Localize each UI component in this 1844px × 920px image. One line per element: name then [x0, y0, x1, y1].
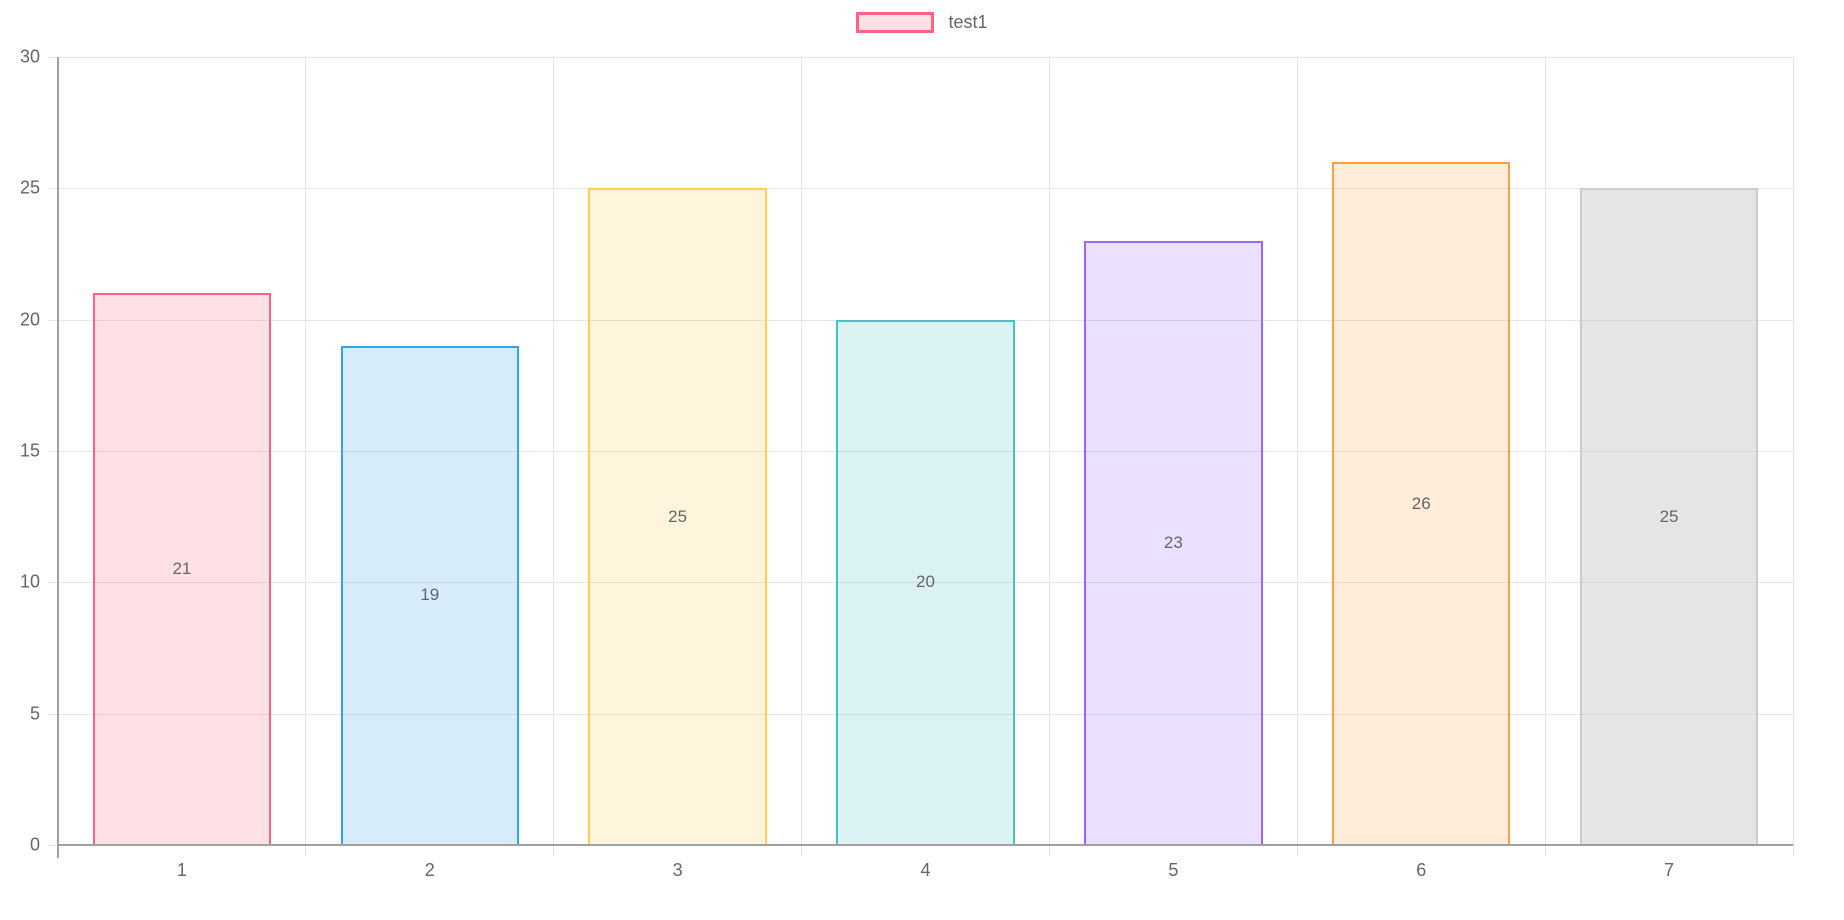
legend-item-test1[interactable]: test1 — [0, 12, 1844, 33]
y-tick-label: 0 — [29, 834, 40, 855]
x-gridline — [1296, 57, 1298, 856]
y-gridline — [48, 713, 1793, 715]
legend-label: test1 — [948, 12, 988, 32]
x-gridline — [1544, 57, 1546, 856]
x-tick-label: 1 — [176, 860, 187, 880]
y-axis-line — [57, 57, 59, 858]
y-tick-label: 30 — [19, 46, 40, 67]
x-tick-label: 3 — [672, 860, 683, 880]
x-gridline — [1048, 57, 1050, 856]
bar-1[interactable] — [92, 293, 272, 845]
x-axis-line — [57, 844, 1793, 846]
y-tick-label: 25 — [19, 177, 40, 198]
y-gridline — [48, 582, 1793, 584]
bar-4[interactable] — [836, 319, 1015, 845]
bar-5[interactable] — [1084, 240, 1263, 845]
legend-swatch — [856, 12, 935, 33]
y-tick-label: 20 — [19, 309, 40, 330]
x-tick-label: 6 — [1416, 860, 1427, 880]
x-gridline — [305, 57, 307, 856]
y-gridline — [48, 451, 1793, 452]
x-gridline — [1792, 57, 1794, 856]
bar-value-label: 25 — [1659, 506, 1679, 526]
bar-6[interactable] — [1331, 162, 1511, 845]
x-tick-label: 5 — [1168, 860, 1179, 880]
bar-7[interactable] — [1579, 188, 1759, 845]
y-gridline — [48, 57, 1793, 58]
bar-value-label: 26 — [1411, 493, 1431, 513]
x-gridline — [553, 57, 555, 856]
bar-value-label: 20 — [916, 572, 935, 592]
plot-area: 21 19 25 20 23 26 25 — [48, 57, 1794, 858]
y-tick-label: 10 — [19, 571, 40, 592]
x-tick-label: 7 — [1664, 860, 1675, 880]
y-tick-label: 15 — [19, 440, 40, 461]
bar-3[interactable] — [588, 188, 767, 845]
x-tick-label: 4 — [920, 860, 931, 880]
bar-value-label: 19 — [420, 585, 440, 605]
bar-2[interactable] — [340, 345, 519, 845]
bar-value-label: 21 — [172, 559, 192, 579]
x-tick-label: 2 — [424, 860, 435, 880]
y-gridline — [48, 188, 1793, 190]
y-tick-label: 5 — [29, 703, 40, 724]
x-gridline — [801, 57, 803, 856]
bar-value-label: 25 — [668, 506, 688, 526]
bar-value-label: 23 — [1163, 532, 1183, 552]
